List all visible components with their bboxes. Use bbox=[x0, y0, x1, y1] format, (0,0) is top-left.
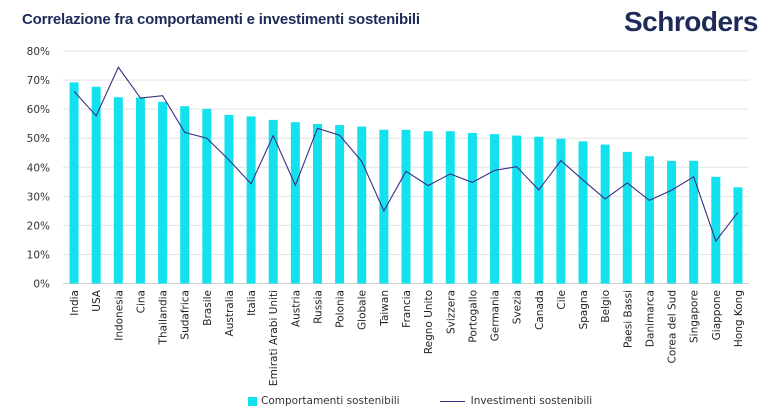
x-tick-label: Hong Kong bbox=[733, 290, 745, 347]
bar-spagna bbox=[578, 141, 588, 284]
x-tick-label: Emirati Arabi Uniti bbox=[268, 290, 280, 386]
x-tick-label: Austria bbox=[290, 290, 302, 327]
y-tick-label: 40% bbox=[27, 162, 50, 174]
x-tick-label: Portogallo bbox=[467, 290, 479, 343]
x-tick-label: Spagna bbox=[578, 290, 590, 330]
bar-portogallo bbox=[467, 132, 477, 284]
bar-taiwan bbox=[379, 129, 389, 284]
x-tick-label: Svezia bbox=[512, 290, 524, 324]
x-tick-label: Belgio bbox=[600, 290, 612, 323]
bar-cile bbox=[556, 138, 566, 284]
x-tick-label: Germania bbox=[490, 290, 502, 341]
bar-francia bbox=[401, 129, 411, 284]
bar-hong-kong bbox=[733, 187, 743, 284]
bar-globale bbox=[357, 126, 367, 284]
y-tick-label: 80% bbox=[27, 46, 50, 58]
x-tick-label: Italia bbox=[246, 290, 258, 316]
y-tick-label: 0% bbox=[33, 279, 50, 291]
bar-indonesia bbox=[113, 97, 123, 284]
y-tick-label: 10% bbox=[27, 249, 50, 261]
x-tick-label: Indonesia bbox=[113, 290, 125, 341]
y-tick-label: 30% bbox=[27, 191, 50, 203]
y-tick-label: 50% bbox=[27, 133, 50, 145]
bar-brasile bbox=[202, 108, 212, 284]
bar-svizzera bbox=[445, 131, 455, 284]
bar-russia bbox=[312, 123, 322, 284]
x-tick-label: Svizzera bbox=[445, 290, 457, 334]
legend-bar-label: Comportamenti sostenibili bbox=[261, 395, 400, 407]
bar-belgio bbox=[600, 144, 610, 284]
x-tick-label: Cina bbox=[135, 290, 147, 313]
legend-line-label: Investimenti sostenibili bbox=[470, 395, 593, 407]
bar-cina bbox=[135, 97, 145, 284]
bar-sudafrica bbox=[180, 106, 190, 284]
x-tick-label: Taiwan bbox=[379, 290, 391, 327]
legend-bar-swatch bbox=[248, 396, 257, 406]
bar-paesi-bassi bbox=[622, 151, 632, 284]
x-tick-label: Singapore bbox=[689, 290, 701, 343]
x-tick-label: India bbox=[69, 290, 81, 316]
x-tick-label: Paesi Bassi bbox=[622, 290, 634, 348]
bar-italia bbox=[246, 116, 256, 284]
x-tick-label: Cile bbox=[556, 290, 568, 310]
bar-usa bbox=[91, 86, 101, 284]
bar-polonia bbox=[335, 125, 345, 284]
bar-austria bbox=[290, 122, 300, 284]
bar-svezia bbox=[512, 135, 522, 284]
y-tick-label: 20% bbox=[27, 220, 50, 232]
x-tick-label: Canada bbox=[534, 290, 546, 330]
y-tick-label: 60% bbox=[27, 104, 50, 116]
x-tick-label: Giappone bbox=[711, 290, 723, 340]
bar-canada bbox=[534, 136, 544, 284]
x-tick-label: Globale bbox=[357, 290, 369, 330]
x-tick-label: Russia bbox=[312, 290, 324, 324]
bar-emirati-arabi-uniti bbox=[268, 119, 278, 284]
bar-singapore bbox=[689, 160, 699, 284]
y-tick-label: 70% bbox=[27, 75, 50, 87]
legend-line-swatch bbox=[439, 400, 465, 402]
x-tick-label: Australia bbox=[224, 290, 236, 336]
bar-regno-unito bbox=[423, 131, 433, 284]
x-tick-label: Brasile bbox=[202, 290, 214, 326]
x-tick-label: Danimarca bbox=[644, 290, 656, 347]
x-tick-label: Francia bbox=[401, 290, 413, 328]
bar-danimarca bbox=[644, 156, 654, 284]
bar-giappone bbox=[711, 176, 721, 284]
schroders-logo: Schroders bbox=[624, 6, 759, 37]
x-tick-label: Sudafrica bbox=[180, 290, 192, 340]
chart-title: Correlazione fra comportamenti e investi… bbox=[22, 11, 420, 28]
legend: Comportamenti sostenibili Investimenti s… bbox=[248, 395, 592, 407]
x-tick-label: Thailandia bbox=[158, 290, 170, 345]
bar-corea-del-sud bbox=[667, 160, 677, 284]
x-tick-label: Polonia bbox=[335, 290, 347, 328]
bar-germania bbox=[490, 134, 500, 284]
bar-thailandia bbox=[158, 101, 168, 284]
x-tick-label: Regno Unito bbox=[423, 290, 435, 354]
x-tick-label: Corea del Sud bbox=[667, 290, 679, 363]
bar-australia bbox=[224, 114, 234, 284]
x-tick-label: USA bbox=[91, 289, 103, 312]
bar-india bbox=[69, 82, 79, 284]
